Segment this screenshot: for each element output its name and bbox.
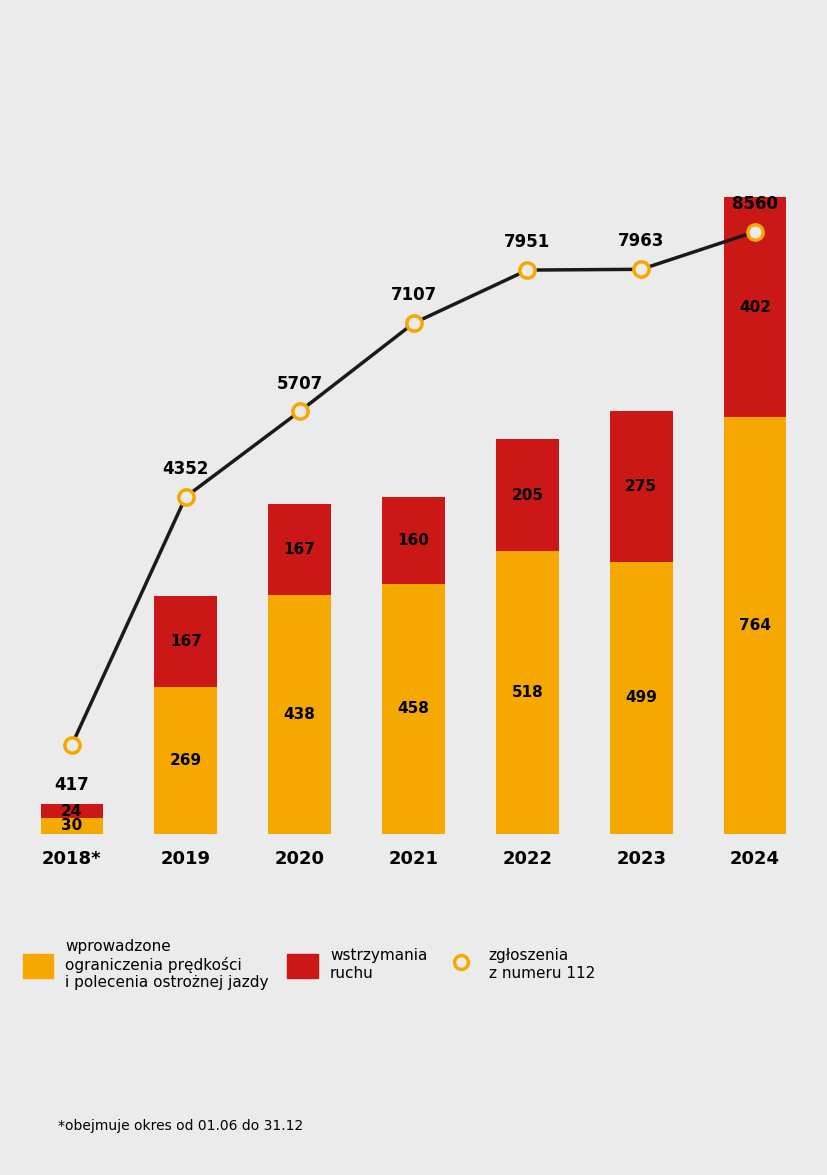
Bar	[41, 818, 103, 834]
Text: 438: 438	[284, 707, 316, 721]
Bar	[496, 439, 559, 551]
Bar	[724, 417, 786, 834]
Text: 167: 167	[284, 542, 316, 557]
Text: 5707: 5707	[276, 375, 323, 392]
Bar	[724, 197, 786, 417]
Text: 30: 30	[61, 818, 83, 833]
Text: 7951: 7951	[504, 233, 551, 251]
Text: 7107: 7107	[390, 287, 437, 304]
Text: 4352: 4352	[163, 459, 209, 478]
Bar	[155, 687, 218, 834]
Text: 160: 160	[398, 532, 429, 548]
Text: 458: 458	[398, 701, 429, 717]
Bar	[268, 595, 331, 834]
Text: 269: 269	[170, 753, 202, 768]
Bar	[382, 584, 445, 834]
Text: *obejmuje okres od 01.06 do 31.12: *obejmuje okres od 01.06 do 31.12	[58, 1120, 304, 1134]
Text: 402: 402	[739, 300, 771, 315]
Text: 7963: 7963	[618, 233, 664, 250]
Bar	[41, 805, 103, 818]
Bar	[496, 551, 559, 834]
Text: 167: 167	[170, 634, 202, 649]
Text: 275: 275	[625, 479, 657, 494]
Text: 205: 205	[511, 488, 543, 503]
Legend: wprowadzone
ograniczenia prędkości
i polecenia ostrożnej jazdy, wstrzymania
ruch: wprowadzone ograniczenia prędkości i pol…	[22, 939, 595, 991]
Bar	[382, 497, 445, 584]
Bar	[609, 411, 672, 562]
Text: 417: 417	[55, 777, 89, 794]
Text: 499: 499	[625, 690, 657, 705]
Text: 764: 764	[739, 618, 771, 633]
Text: 518: 518	[511, 685, 543, 700]
Text: 8560: 8560	[732, 195, 778, 213]
Bar	[155, 596, 218, 687]
Bar	[268, 504, 331, 595]
Text: 24: 24	[61, 804, 83, 819]
Bar	[609, 562, 672, 834]
